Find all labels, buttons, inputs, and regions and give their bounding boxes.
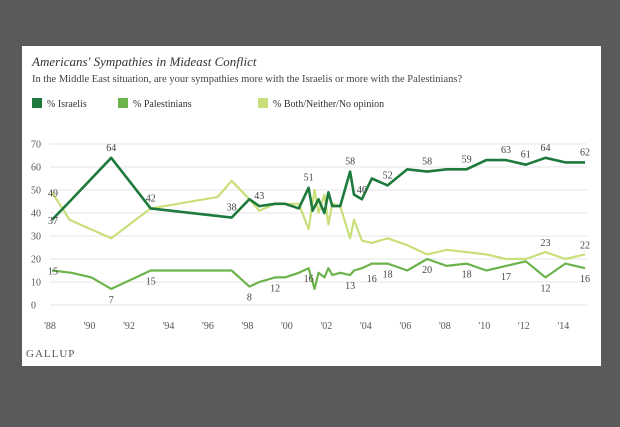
chart-card: 0 10 20 30 40 50 60 70 '88 '90 '92 '94 '96 '98 '00 '02 '… xyxy=(22,46,601,366)
chart-title: Americans' Sympathies in Mideast Conflic… xyxy=(32,54,257,69)
data-label: 58 xyxy=(345,157,355,168)
data-label: 15 xyxy=(48,267,58,278)
data-label: 12 xyxy=(270,283,280,294)
data-label: 58 xyxy=(422,157,432,168)
data-label: 62 xyxy=(580,147,590,158)
data-label: 18 xyxy=(383,270,393,281)
data-label: 16 xyxy=(367,274,377,285)
series-line-israelis xyxy=(51,156,585,221)
data-label: 61 xyxy=(521,150,531,161)
y-tick-label: 60 xyxy=(31,163,41,174)
data-label: 16 xyxy=(580,274,590,285)
x-tick-label: '10 xyxy=(478,321,490,332)
data-label: 17 xyxy=(501,272,511,283)
data-label: 18 xyxy=(462,270,472,281)
data-label: 52 xyxy=(383,170,393,181)
legend-item-israelis: % Israelis xyxy=(32,98,87,110)
data-label: 51 xyxy=(304,173,314,184)
y-tick-label: 50 xyxy=(31,186,41,197)
data-label: 49 xyxy=(48,188,58,199)
data-label: 59 xyxy=(462,154,472,165)
data-label: 12 xyxy=(541,283,551,294)
legend-item-palestinians: % Palestinians xyxy=(118,98,192,110)
x-tick-label: '12 xyxy=(518,321,530,332)
data-label: 46 xyxy=(357,185,367,196)
data-label: 8 xyxy=(247,293,252,304)
legend-item-both-neither: % Both/Neither/No opinion xyxy=(258,98,384,110)
legend-swatch-both-neither xyxy=(258,98,268,108)
x-tick-label: '94 xyxy=(163,321,175,332)
x-tick-label: '08 xyxy=(439,321,451,332)
series-line-both-neither xyxy=(51,179,586,261)
legend-swatch-israelis xyxy=(32,98,42,108)
data-label: 43 xyxy=(254,191,264,202)
x-tick-label: '96 xyxy=(202,321,214,332)
x-tick-label: '00 xyxy=(281,321,293,332)
legend-swatch-palestinians xyxy=(118,98,128,108)
x-tick-label: '14 xyxy=(557,321,569,332)
gallup-logo: GALLUP xyxy=(26,348,76,360)
y-tick-label: 40 xyxy=(31,209,41,220)
series-line-palestinians xyxy=(51,257,586,290)
chart-subtitle: In the Middle East situation, are your s… xyxy=(32,74,463,85)
x-tick-label: '88 xyxy=(44,321,56,332)
data-label: 23 xyxy=(541,238,551,249)
x-tick-label: '92 xyxy=(123,321,135,332)
data-label: 16 xyxy=(304,274,314,285)
data-label: 63 xyxy=(501,145,511,156)
legend-label-palestinians: % Palestinians xyxy=(133,99,192,110)
x-tick-label: '02 xyxy=(320,321,332,332)
data-label: 13 xyxy=(345,281,355,292)
data-label: 15 xyxy=(146,277,156,288)
data-label: 42 xyxy=(146,193,156,204)
data-label: 20 xyxy=(422,265,432,276)
y-tick-label: 10 xyxy=(31,278,41,289)
data-label: 64 xyxy=(106,143,116,154)
y-tick-label: 0 xyxy=(31,301,36,312)
y-tick-label: 70 xyxy=(31,140,41,151)
x-tick-label: '98 xyxy=(242,321,254,332)
line-chart: 0 10 20 30 40 50 60 70 '88 '90 '92 '94 '96 '98 '00 '02 '… xyxy=(31,140,590,333)
data-label: 37 xyxy=(48,216,58,227)
data-label: 38 xyxy=(227,203,237,214)
legend-label-israelis: % Israelis xyxy=(47,99,87,110)
data-label: 22 xyxy=(580,240,590,251)
data-label: 7 xyxy=(109,295,114,306)
x-tick-label: '04 xyxy=(360,321,372,332)
x-tick-label: '06 xyxy=(399,321,411,332)
x-tick-label: '90 xyxy=(84,321,96,332)
data-label: 64 xyxy=(541,143,551,154)
legend-label-both-neither: % Both/Neither/No opinion xyxy=(273,99,385,110)
y-tick-label: 30 xyxy=(31,232,41,243)
y-tick-label: 20 xyxy=(31,255,41,266)
